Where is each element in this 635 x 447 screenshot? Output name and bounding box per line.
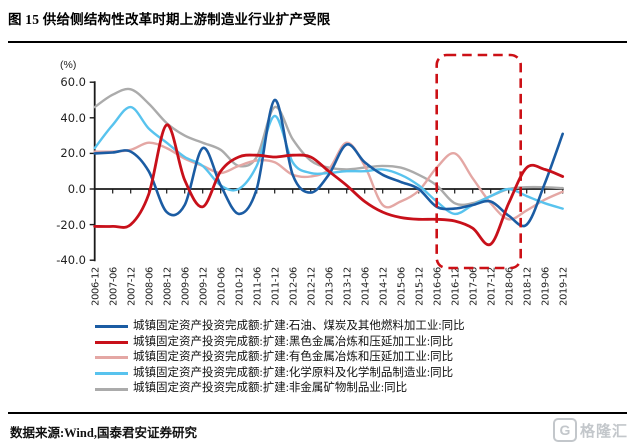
x-axis-tick-label: 2009-06 (181, 267, 192, 306)
legend-line-swatch (95, 340, 128, 344)
watermark: G 格隆汇 (552, 418, 628, 442)
series-line-3 (93, 105, 564, 216)
x-axis-tick-label: 2015-06 (397, 267, 408, 306)
x-axis-tick-label: 2011-06 (253, 267, 264, 306)
x-axis-tick-label: 2012-12 (307, 267, 318, 306)
legend-label: 城镇固定资产投资完成额:扩建:黑色金属冶炼和压延加工业:同比 (133, 335, 454, 348)
x-axis-tick-label: 2007-12 (127, 267, 138, 306)
title-divider (8, 41, 627, 43)
highlight-box (435, 53, 523, 270)
x-axis-tick-label: 2013-12 (343, 267, 354, 306)
x-axis-tick-label: 2007-06 (109, 267, 120, 306)
x-axis-tick-label: 2012-06 (289, 267, 300, 306)
y-axis-tick-label: 60.0 (60, 75, 86, 90)
x-axis-tick-label: 2016-12 (451, 267, 462, 306)
x-axis-tick-label: 2019-12 (559, 267, 570, 306)
legend-row: 城镇固定资产投资完成额:扩建:石油、煤炭及其他燃料加工业:同比 (95, 319, 465, 335)
legend-label: 城镇固定资产投资完成额:扩建:有色金属冶炼和压延加工业:同比 (133, 351, 454, 364)
legend-line-swatch (95, 325, 128, 329)
x-axis-tick-label: 2010-06 (217, 267, 228, 306)
x-axis-tick-label: 2017-06 (469, 267, 480, 306)
legend-row: 城镇固定资产投资完成额:扩建:黑色金属冶炼和压延加工业:同比 (95, 335, 465, 351)
series-line-0 (93, 98, 564, 228)
y-axis-tick-label: -40.0 (56, 253, 86, 268)
x-axis-tick-label: 2016-06 (433, 267, 444, 306)
source-divider (8, 412, 627, 414)
x-axis-tick-label: 2008-06 (145, 267, 156, 306)
x-axis-tick-label: 2011-12 (271, 267, 282, 306)
x-axis-tick-label: 2019-06 (541, 267, 552, 306)
x-axis-tick-label: 2018-06 (505, 267, 516, 306)
y-axis-tick-label: -20.0 (56, 217, 86, 232)
x-axis-tick-label: 2006-12 (91, 267, 102, 306)
figure-title: 图 15 供给侧结构性改革时期上游制造业行业扩产受限 (8, 12, 331, 27)
x-axis-tick-label: 2013-06 (325, 267, 336, 306)
series-line-2 (93, 141, 564, 221)
y-axis-tick-label: 20.0 (60, 146, 86, 161)
x-axis-tick-label: 2015-12 (415, 267, 426, 306)
series-line-1 (93, 123, 565, 247)
x-axis-tick-label: 2010-12 (235, 267, 246, 306)
source-note: 数据来源:Wind,国泰君安证券研究 (10, 426, 197, 440)
x-axis-tick-label: 2014-12 (379, 267, 390, 306)
x-axis-tick-label: 2014-06 (361, 267, 372, 306)
x-axis-tick-label: 2018-12 (523, 267, 534, 306)
y-axis-tick-label: 40.0 (60, 110, 86, 125)
watermark-logo-icon: G (552, 418, 577, 442)
x-axis-tick-label: 2017-12 (487, 267, 498, 306)
legend-row: 城镇固定资产投资完成额:扩建:化学原料及化学制品制造业:同比 (95, 366, 465, 382)
y-axis-unit-label: (%) (60, 59, 77, 71)
chart-legend: 城镇固定资产投资完成额:扩建:石油、煤炭及其他燃料加工业:同比 城镇固定资产投资完… (95, 319, 465, 397)
legend-line-swatch (95, 372, 128, 376)
watermark-brand: 格隆汇 (579, 422, 628, 440)
legend-label: 城镇固定资产投资完成额:扩建:化学原料及化学制品制造业:同比 (133, 366, 454, 379)
legend-label: 城镇固定资产投资完成额:扩建:非金属矿物制品业:同比 (133, 382, 408, 395)
y-axis-tick-label: 0.0 (67, 182, 86, 196)
legend-label: 城镇固定资产投资完成额:扩建:石油、煤炭及其他燃料加工业:同比 (133, 320, 465, 333)
x-axis-tick-label: 2008-12 (163, 267, 174, 306)
legend-line-swatch (95, 387, 128, 391)
legend-line-swatch (95, 356, 128, 360)
x-axis-tick-label: 2009-12 (199, 267, 210, 306)
legend-row: 城镇固定资产投资完成额:扩建:非金属矿物制品业:同比 (95, 381, 465, 397)
legend-row: 城镇固定资产投资完成额:扩建:有色金属冶炼和压延加工业:同比 (95, 350, 465, 366)
